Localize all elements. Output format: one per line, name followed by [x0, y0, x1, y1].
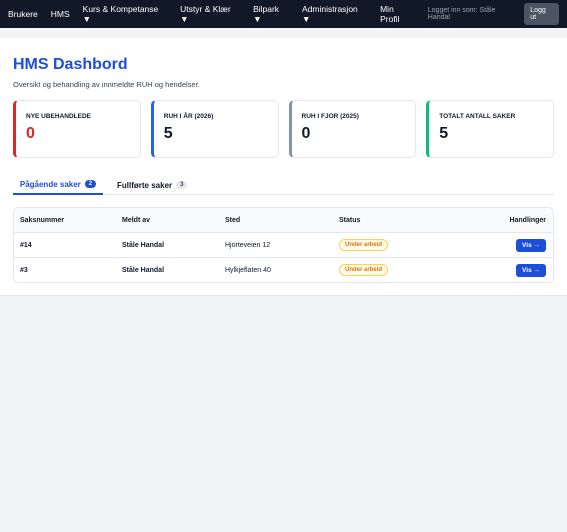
stat-label: RUH I FJOR (2025): [301, 113, 359, 120]
nav-item[interactable]: Utstyr & Klær ▼: [180, 4, 231, 24]
case-number: #3: [20, 266, 28, 274]
tab[interactable]: Pågående saker 2: [13, 175, 103, 195]
nav-item[interactable]: Administrasjon ▼: [302, 4, 358, 24]
title: HMS Dashbord: [13, 56, 128, 73]
logout-button[interactable]: Logg ut: [524, 3, 559, 25]
column-header: Handlinger: [509, 216, 546, 224]
tab-label: Fullførte saker: [117, 180, 173, 190]
subtitle: Oversikt og behandling av innmeldte RUH …: [13, 80, 200, 89]
stat-card: RUH I ÅR (2026) 5: [150, 100, 279, 158]
stat-value: 0: [26, 125, 35, 142]
status: Under arbeid: [339, 264, 389, 276]
status: Under arbeid: [339, 239, 389, 251]
navbar: Brukere HMS Kurs & Kompetanse ▼ Utstyr &…: [0, 0, 567, 28]
tab[interactable]: Fullførte saker 3: [113, 175, 191, 195]
tab-count: 3: [176, 181, 188, 189]
nav-item[interactable]: Bilpark ▼: [253, 4, 280, 24]
column-header: Saksnummer: [20, 216, 64, 224]
location: Hjorteveien 12: [225, 241, 271, 249]
stat-card: TOTALT ANTALL SAKER 5: [426, 100, 554, 158]
stat-value: 0: [301, 125, 311, 142]
tab-count: 2: [84, 180, 97, 188]
stat-card: NYE UBEHANDLEDE 0: [13, 100, 141, 158]
location: Hylkjeflaten 40: [225, 266, 271, 274]
stat-card: RUH I FJOR (2025) 0: [288, 100, 417, 158]
stat-value: 5: [439, 125, 449, 142]
stat-cards: NYE UBEHANDLEDE 0 RUH I ÅR (2026) 5 RUH …: [13, 100, 554, 158]
column-header: Sted: [225, 216, 241, 224]
case-number: #14: [20, 241, 32, 249]
stat-value: 5: [163, 125, 173, 142]
cases-table: Saksnummer Meldt av Sted Status Handling…: [13, 207, 554, 283]
column-header: Meldt av: [122, 216, 151, 224]
view-button[interactable]: Vis →: [516, 238, 546, 252]
nav-item[interactable]: HMS: [50, 9, 70, 19]
stat-label: NYE UBEHANDLEDE: [26, 113, 92, 120]
table-row: #14 Ståle Handal Hjorteveien 12 Under ar…: [14, 232, 553, 257]
nav-right: Logget inn som: Ståle Handal Logg ut: [428, 3, 559, 25]
reporter: Ståle Handal: [122, 241, 165, 249]
table-header: Saksnummer Meldt av Sted Status Handling…: [14, 208, 553, 232]
dashboard: HMS Dashbord Oversikt og behandling av i…: [0, 38, 567, 296]
stat-label: TOTALT ANTALL SAKER: [439, 113, 516, 120]
reporter: Ståle Handal: [122, 266, 165, 274]
tabs: Pågående saker 2 Fullførte saker 3: [13, 175, 554, 195]
stat-label: RUH I ÅR (2026): [163, 113, 214, 120]
nav-item[interactable]: Min Profil: [380, 4, 400, 24]
column-header: Status: [339, 216, 361, 224]
nav-item[interactable]: Kurs & Kompetanse ▼: [82, 4, 159, 24]
logged-in: Logget inn som: Ståle Handal: [427, 7, 496, 21]
view-button[interactable]: Vis →: [516, 263, 546, 277]
tab-label: Pågående saker: [19, 179, 81, 189]
nav-item[interactable]: Brukere: [8, 9, 38, 19]
table-row: #3 Ståle Handal Hylkjeflaten 40 Under ar…: [14, 257, 553, 282]
